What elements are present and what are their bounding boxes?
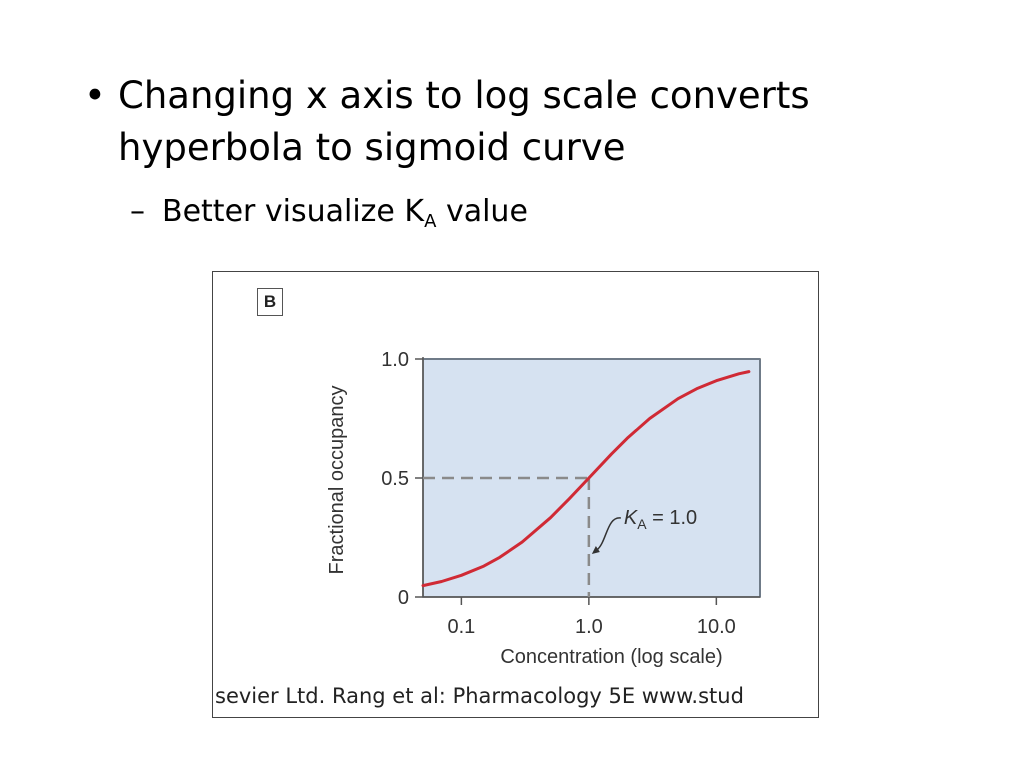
x-tick-label: 0.1 [447,616,475,638]
annotation-arrowhead [591,546,600,554]
bullet-main-text: Changing x axis to log scale converts hy… [118,74,810,169]
x-tick-label: 10.0 [697,616,736,638]
figure-credit: sevier Ltd. Rang et al: Pharmacology 5E … [215,684,744,708]
plot-area [422,358,761,598]
x-axis-label: Concentration (log scale) [500,646,722,668]
ka-annotation: KA = 1.0 [624,507,697,532]
bullet-sub-text: Better visualize KA value [162,192,528,232]
occupancy-curve [421,370,751,588]
slide-text: • Changing x axis to log scale converts … [0,0,1024,260]
y-axis-label: Fractional occupancy [326,386,348,575]
figure-panel: B 0 0.5 1.0 0.1 1.0 10.0 Concentration (log sc… [212,271,819,718]
bullet-sub-text-end: value [436,194,528,229]
x-tick-label: 1.0 [575,616,603,638]
y-tick-label: 0.5 [381,468,409,490]
y-tick-label: 0 [398,587,409,609]
bullet-sub-subscript: A [424,211,437,232]
occupancy-chart: 0 0.5 1.0 0.1 1.0 10.0 Concentration (log scal… [326,349,761,668]
annotation-arrow [596,517,621,551]
sub-bullet-marker: – [130,194,145,229]
bullet-sub-text-start: Better visualize K [162,194,425,229]
panel-label: B [257,288,283,316]
y-tick-label: 1.0 [381,349,409,371]
bullet-marker: • [84,74,106,117]
